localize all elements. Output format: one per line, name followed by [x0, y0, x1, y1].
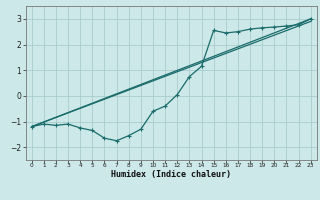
X-axis label: Humidex (Indice chaleur): Humidex (Indice chaleur)	[111, 170, 231, 179]
